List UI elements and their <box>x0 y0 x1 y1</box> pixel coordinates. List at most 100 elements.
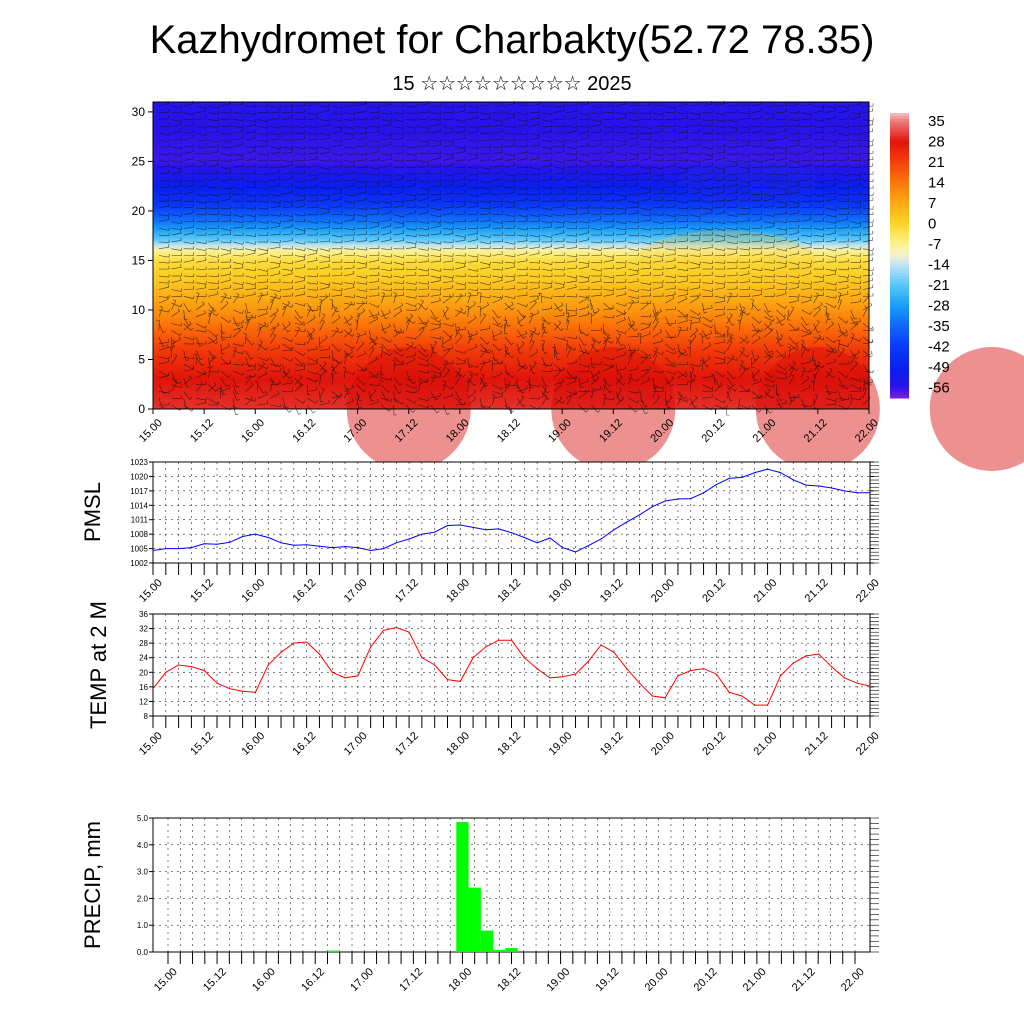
wind-barb <box>714 169 726 175</box>
wind-barb <box>529 132 541 136</box>
wind-barb <box>344 384 354 392</box>
wind-barb <box>257 103 269 108</box>
wind-barb <box>158 151 170 156</box>
wind-barb <box>504 232 516 236</box>
wind-barb <box>233 117 244 121</box>
wind-barb <box>158 265 170 270</box>
temp-point <box>229 688 231 690</box>
wind-barb <box>443 257 454 263</box>
wind-barb <box>158 355 170 360</box>
wind-barb <box>751 350 758 361</box>
wind-barb <box>245 357 252 368</box>
wind-barb <box>282 302 294 308</box>
colorbar-segment <box>890 336 909 341</box>
wind-barb <box>208 111 219 115</box>
wind-barb <box>690 142 701 148</box>
wind-barb <box>183 309 188 321</box>
wind-barb <box>640 155 651 161</box>
wind-barb <box>838 299 842 310</box>
wind-barb <box>541 123 553 127</box>
wind-barb <box>578 245 590 249</box>
wind-barb <box>615 330 627 334</box>
colorbar-segment <box>890 322 909 326</box>
wind-barb <box>319 387 325 399</box>
wind-barb <box>628 377 639 382</box>
wind-barb <box>257 278 269 283</box>
wind-barb <box>603 116 614 120</box>
wind-barb <box>529 225 540 229</box>
wind-barb <box>825 107 837 114</box>
wind-barb <box>714 311 725 317</box>
colorbar-segment <box>890 179 909 184</box>
wind-barb <box>578 183 590 188</box>
wind-barb <box>553 363 564 372</box>
wind-barb <box>850 236 861 243</box>
x-tick-label: 17.00 <box>342 577 370 605</box>
wind-barb <box>492 260 503 264</box>
wind-barb <box>331 177 343 182</box>
x-tick-label: 15.00 <box>152 966 180 994</box>
wind-barb <box>356 367 367 372</box>
wind-barb <box>516 309 527 318</box>
wind-barb <box>665 128 676 134</box>
wind-barb <box>615 365 627 372</box>
wind-barb <box>541 316 551 325</box>
wind-barb <box>467 245 479 249</box>
wind-barb <box>726 404 730 416</box>
x-tick-label: 16.00 <box>239 730 267 758</box>
wind-barb <box>690 316 701 320</box>
wind-barb <box>825 196 837 202</box>
wind-barb <box>492 128 503 134</box>
wind-barb <box>504 377 509 389</box>
wind-barb <box>603 244 614 249</box>
wind-barb <box>208 200 220 204</box>
wind-barb <box>739 239 750 243</box>
wind-barb <box>282 347 293 351</box>
wind-barb <box>430 336 442 340</box>
wind-barb <box>368 311 380 317</box>
wind-barb <box>294 116 306 120</box>
wind-barb <box>381 343 391 352</box>
wind-barb <box>183 404 194 412</box>
wind-barb <box>714 155 725 161</box>
wind-barb <box>615 391 623 402</box>
pmsl-point <box>280 542 282 544</box>
wind-barb <box>183 121 194 127</box>
wind-barb <box>307 287 318 291</box>
wind-barb <box>220 186 232 190</box>
wind-barb <box>751 176 763 182</box>
wind-barb <box>751 279 763 283</box>
wind-barb <box>541 138 553 142</box>
pmsl-point <box>216 543 218 545</box>
wind-barb <box>776 375 788 380</box>
colorbar-segment <box>890 124 909 129</box>
wind-barb <box>196 399 207 406</box>
wind-barb <box>690 162 701 168</box>
wind-barb <box>344 252 355 256</box>
panel-frame <box>152 613 871 717</box>
wind-barb <box>566 239 577 243</box>
wind-barb <box>529 333 534 344</box>
wind-barb <box>208 350 217 360</box>
wind-barb <box>541 384 550 394</box>
wind-barb <box>640 150 652 154</box>
wind-barb <box>801 384 811 392</box>
wind-barb <box>739 336 750 344</box>
wind-barb <box>801 148 812 154</box>
wind-barb <box>690 264 701 270</box>
wind-barb <box>282 124 293 128</box>
wind-barb <box>652 279 664 284</box>
x-tick-label: 15.00 <box>137 417 165 445</box>
wind-barb <box>714 227 726 231</box>
wind-barb <box>690 128 701 134</box>
pmsl-point <box>178 547 180 550</box>
wind-barb <box>443 275 454 279</box>
wind-barb <box>615 271 627 277</box>
wind-barb <box>665 279 676 284</box>
wind-barb <box>788 343 799 351</box>
wind-barb <box>167 347 172 358</box>
wind-barb <box>603 384 613 394</box>
wind-barb <box>368 285 380 290</box>
wind-barb <box>329 299 334 310</box>
wind-barb <box>739 189 750 195</box>
